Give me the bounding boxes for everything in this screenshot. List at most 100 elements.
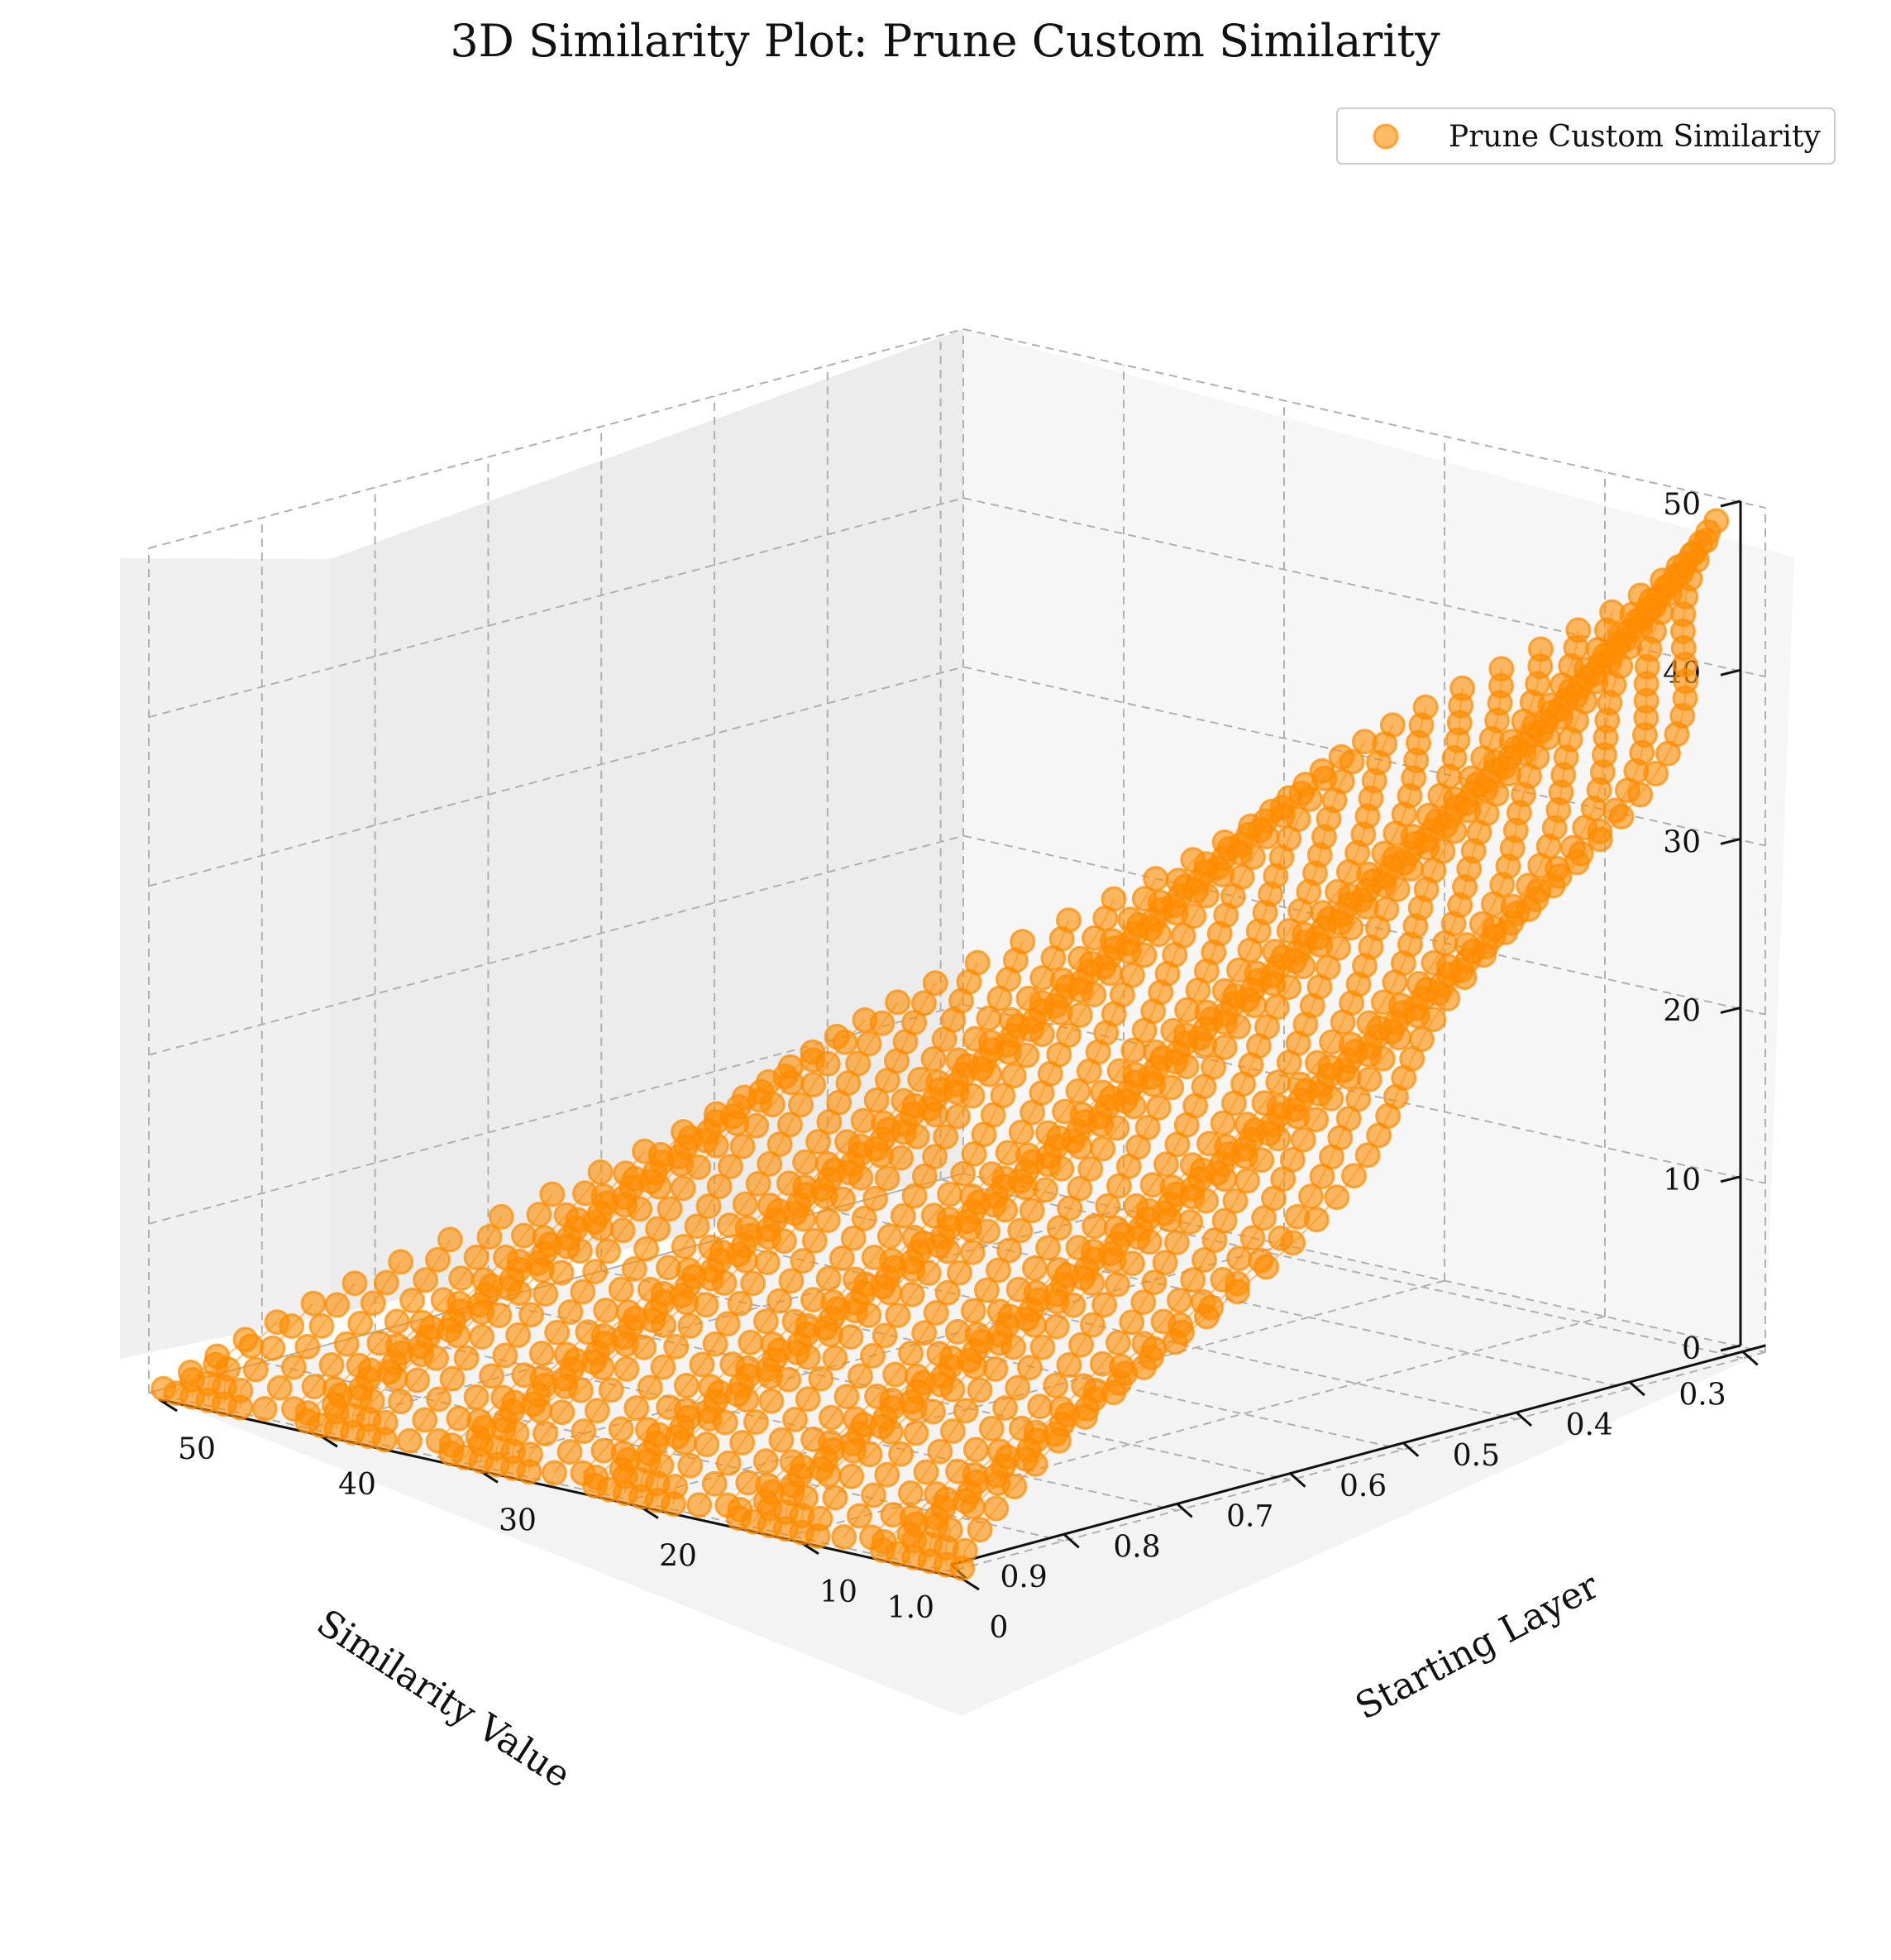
data-point [795, 1344, 821, 1370]
data-point [1234, 1168, 1261, 1194]
data-point [516, 1459, 542, 1485]
data-point [903, 1420, 929, 1446]
data-point [1007, 1217, 1034, 1244]
data-point [388, 1249, 414, 1275]
data-point [1043, 1313, 1070, 1340]
tick-labels: 0.3 0.4 0.5 0.6 0.7 0.8 0.9 1.0 0 10 20 30 40 50 0 10 20… [158, 488, 1759, 1645]
data-point [1040, 945, 1067, 971]
data-point [673, 1372, 700, 1398]
data-point [1048, 1155, 1075, 1182]
data-point [768, 1427, 795, 1453]
back-left-pane [120, 558, 330, 1359]
data-point [715, 1450, 742, 1476]
data-point [758, 1388, 785, 1414]
data-point [1153, 1151, 1179, 1178]
data-point [949, 1555, 976, 1581]
data-point [685, 1154, 712, 1180]
data-point [859, 1342, 886, 1369]
data-point [1441, 818, 1468, 844]
data-point [1421, 1006, 1447, 1032]
data-point [1021, 1255, 1048, 1282]
data-point [711, 1269, 738, 1296]
data-point [992, 1197, 1019, 1223]
data-point [1022, 1451, 1048, 1477]
gridline [950, 1351, 1766, 1572]
data-point [874, 1461, 900, 1488]
data-point [242, 1356, 269, 1383]
data-point [1067, 1002, 1093, 1028]
data-point [754, 1250, 781, 1275]
data-point [651, 1312, 677, 1338]
data-point [822, 1345, 848, 1371]
data-point [738, 1329, 764, 1355]
data-point [1082, 1213, 1108, 1240]
x-tick-mark [1176, 1503, 1193, 1518]
data-point [996, 1237, 1023, 1264]
data-point [627, 1196, 653, 1222]
data-point [766, 1288, 792, 1314]
x-tick-mark [1516, 1411, 1533, 1427]
data-point [266, 1374, 293, 1401]
x-tick-label: 0.9 [1000, 1561, 1048, 1594]
data-point [861, 1482, 886, 1508]
x-tick-label: 0.3 [1679, 1378, 1726, 1412]
data-point [1241, 992, 1268, 1019]
data-point [371, 1427, 398, 1453]
data-point [838, 1463, 865, 1489]
data-point [857, 1441, 883, 1468]
gridline [962, 1173, 1766, 1353]
data-point [992, 1395, 1019, 1422]
data-point [488, 1203, 514, 1230]
data-point [983, 1495, 1010, 1522]
data-point [911, 1163, 938, 1189]
data-point [492, 1342, 518, 1369]
gridline [148, 834, 964, 1056]
data-point [1173, 1054, 1200, 1080]
data-point [279, 1313, 305, 1339]
data-point [727, 1290, 753, 1317]
data-point [1119, 1309, 1145, 1336]
data-point [922, 970, 948, 997]
data-point [347, 1310, 374, 1336]
data-point [800, 1072, 827, 1097]
data-point [1001, 1474, 1028, 1500]
data-point [814, 1050, 841, 1077]
data-point [1451, 964, 1478, 991]
data-point [1016, 1355, 1043, 1381]
data-point [975, 1218, 1000, 1245]
data-point [373, 1269, 399, 1296]
data-point [962, 1354, 988, 1380]
data-point [463, 1244, 489, 1270]
data-point [934, 1279, 961, 1306]
data-point [608, 1416, 634, 1442]
data-point [874, 1067, 900, 1093]
data-point [476, 1224, 503, 1250]
data-point [1131, 1017, 1158, 1044]
data-point [1029, 1021, 1055, 1048]
data-point [977, 1061, 1003, 1088]
data-point [300, 1290, 327, 1317]
data-point [863, 1087, 890, 1113]
data-point [911, 1320, 938, 1346]
data-point [953, 1398, 979, 1424]
data-point [1226, 1245, 1253, 1272]
data-point [1369, 1045, 1396, 1072]
data-point [752, 1448, 779, 1475]
data-point [318, 1352, 345, 1378]
data-point [671, 1233, 697, 1260]
data-point [962, 1437, 989, 1463]
data-point [598, 1377, 624, 1403]
data-point [1335, 1064, 1362, 1090]
data-point [1065, 1078, 1091, 1104]
data-point [1435, 986, 1461, 1011]
z-tick-label: 10 [1663, 1164, 1701, 1198]
data-point [1119, 1250, 1145, 1277]
data-point [593, 1298, 619, 1323]
data-point [1104, 1115, 1130, 1141]
data-point [815, 1265, 842, 1292]
data-point [978, 1415, 1005, 1441]
x-axis-label: Similarity Value [309, 1601, 578, 1796]
data-point [384, 1308, 410, 1335]
data-point [1095, 1193, 1121, 1219]
data-point [888, 1145, 914, 1171]
